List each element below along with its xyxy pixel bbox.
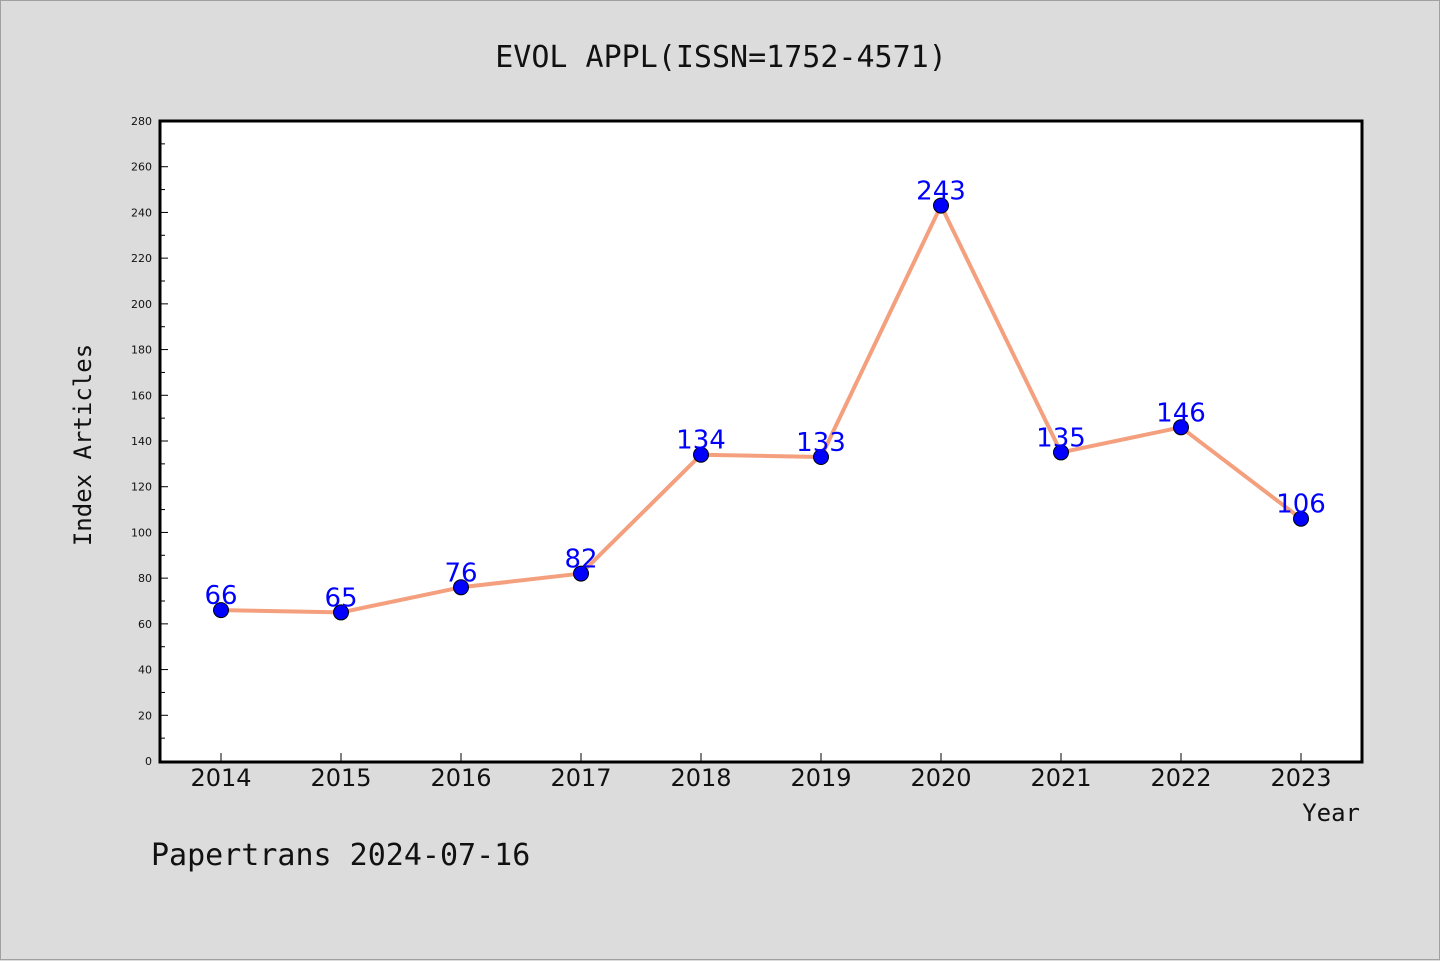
data-point: [813, 449, 829, 465]
data-point: [453, 579, 469, 596]
y-tick-label: 60: [138, 618, 152, 631]
data-point: [1053, 444, 1069, 461]
x-tick-label: 2017: [550, 764, 611, 792]
x-tick-label: 2014: [190, 764, 251, 792]
data-label: 106: [1276, 490, 1326, 520]
data-point: [573, 565, 589, 582]
x-axis-label: Year: [1302, 799, 1360, 827]
x-tick-label: 2018: [670, 764, 731, 792]
data-point: [1293, 510, 1309, 527]
x-tick-label: 2020: [910, 764, 971, 792]
y-axis: 0 20 40 60 80 100 120 140 160 180 200 220 240 260 280: [131, 115, 168, 768]
data-label-group: 66 65 76 82 134 133 243 135 146 106: [204, 177, 1325, 614]
y-tick-label: 40: [138, 664, 152, 677]
y-tick-label: 160: [131, 389, 152, 402]
series-line: [220, 203, 1303, 615]
y-tick-label: 180: [131, 344, 152, 357]
data-point: [693, 446, 709, 463]
marker-group: [213, 197, 1309, 621]
y-tick-label: 80: [138, 572, 152, 585]
x-tick-label: 2022: [1150, 764, 1211, 792]
footer-credit: Papertrans 2024-07-16: [151, 838, 530, 873]
data-label: 133: [796, 428, 846, 458]
y-tick-label: 120: [131, 481, 152, 494]
y-tick-label: 240: [131, 206, 152, 219]
x-tick-label: 2015: [310, 764, 371, 792]
chart-title: EVOL APPL(ISSN=1752-4571): [495, 40, 947, 75]
y-tick-label: 140: [131, 435, 152, 448]
data-label: 82: [564, 545, 597, 575]
x-tick-label: 2023: [1270, 764, 1331, 792]
y-tick-label: 0: [145, 755, 152, 768]
data-label: 134: [676, 426, 726, 456]
data-label: 135: [1036, 423, 1086, 453]
data-label: 243: [916, 177, 966, 207]
data-point: [1173, 419, 1189, 436]
data-point: [213, 602, 229, 619]
y-tick-label: 200: [131, 298, 152, 311]
data-point: [333, 604, 349, 621]
y-tick-label: 260: [131, 161, 152, 174]
data-label: 146: [1156, 398, 1206, 428]
x-tick-label: 2016: [430, 764, 491, 792]
series-line-group: [220, 203, 1303, 615]
data-label: 65: [324, 583, 357, 613]
data-label: 66: [204, 581, 237, 611]
x-axis: 2014 2015 2016 2017 2018 2019 2020 2021 2022 2023: [190, 753, 1332, 792]
y-tick-label: 100: [131, 526, 152, 539]
data-point: [933, 197, 949, 214]
y-axis-label: Index Articles: [69, 344, 97, 546]
x-tick-label: 2019: [790, 764, 851, 792]
y-tick-label: 220: [131, 252, 152, 265]
y-tick-label: 20: [138, 709, 152, 722]
y-tick-label: 280: [131, 115, 152, 128]
data-label: 76: [444, 558, 477, 588]
plot-area: [158, 119, 1364, 764]
x-tick-label: 2021: [1030, 764, 1091, 792]
